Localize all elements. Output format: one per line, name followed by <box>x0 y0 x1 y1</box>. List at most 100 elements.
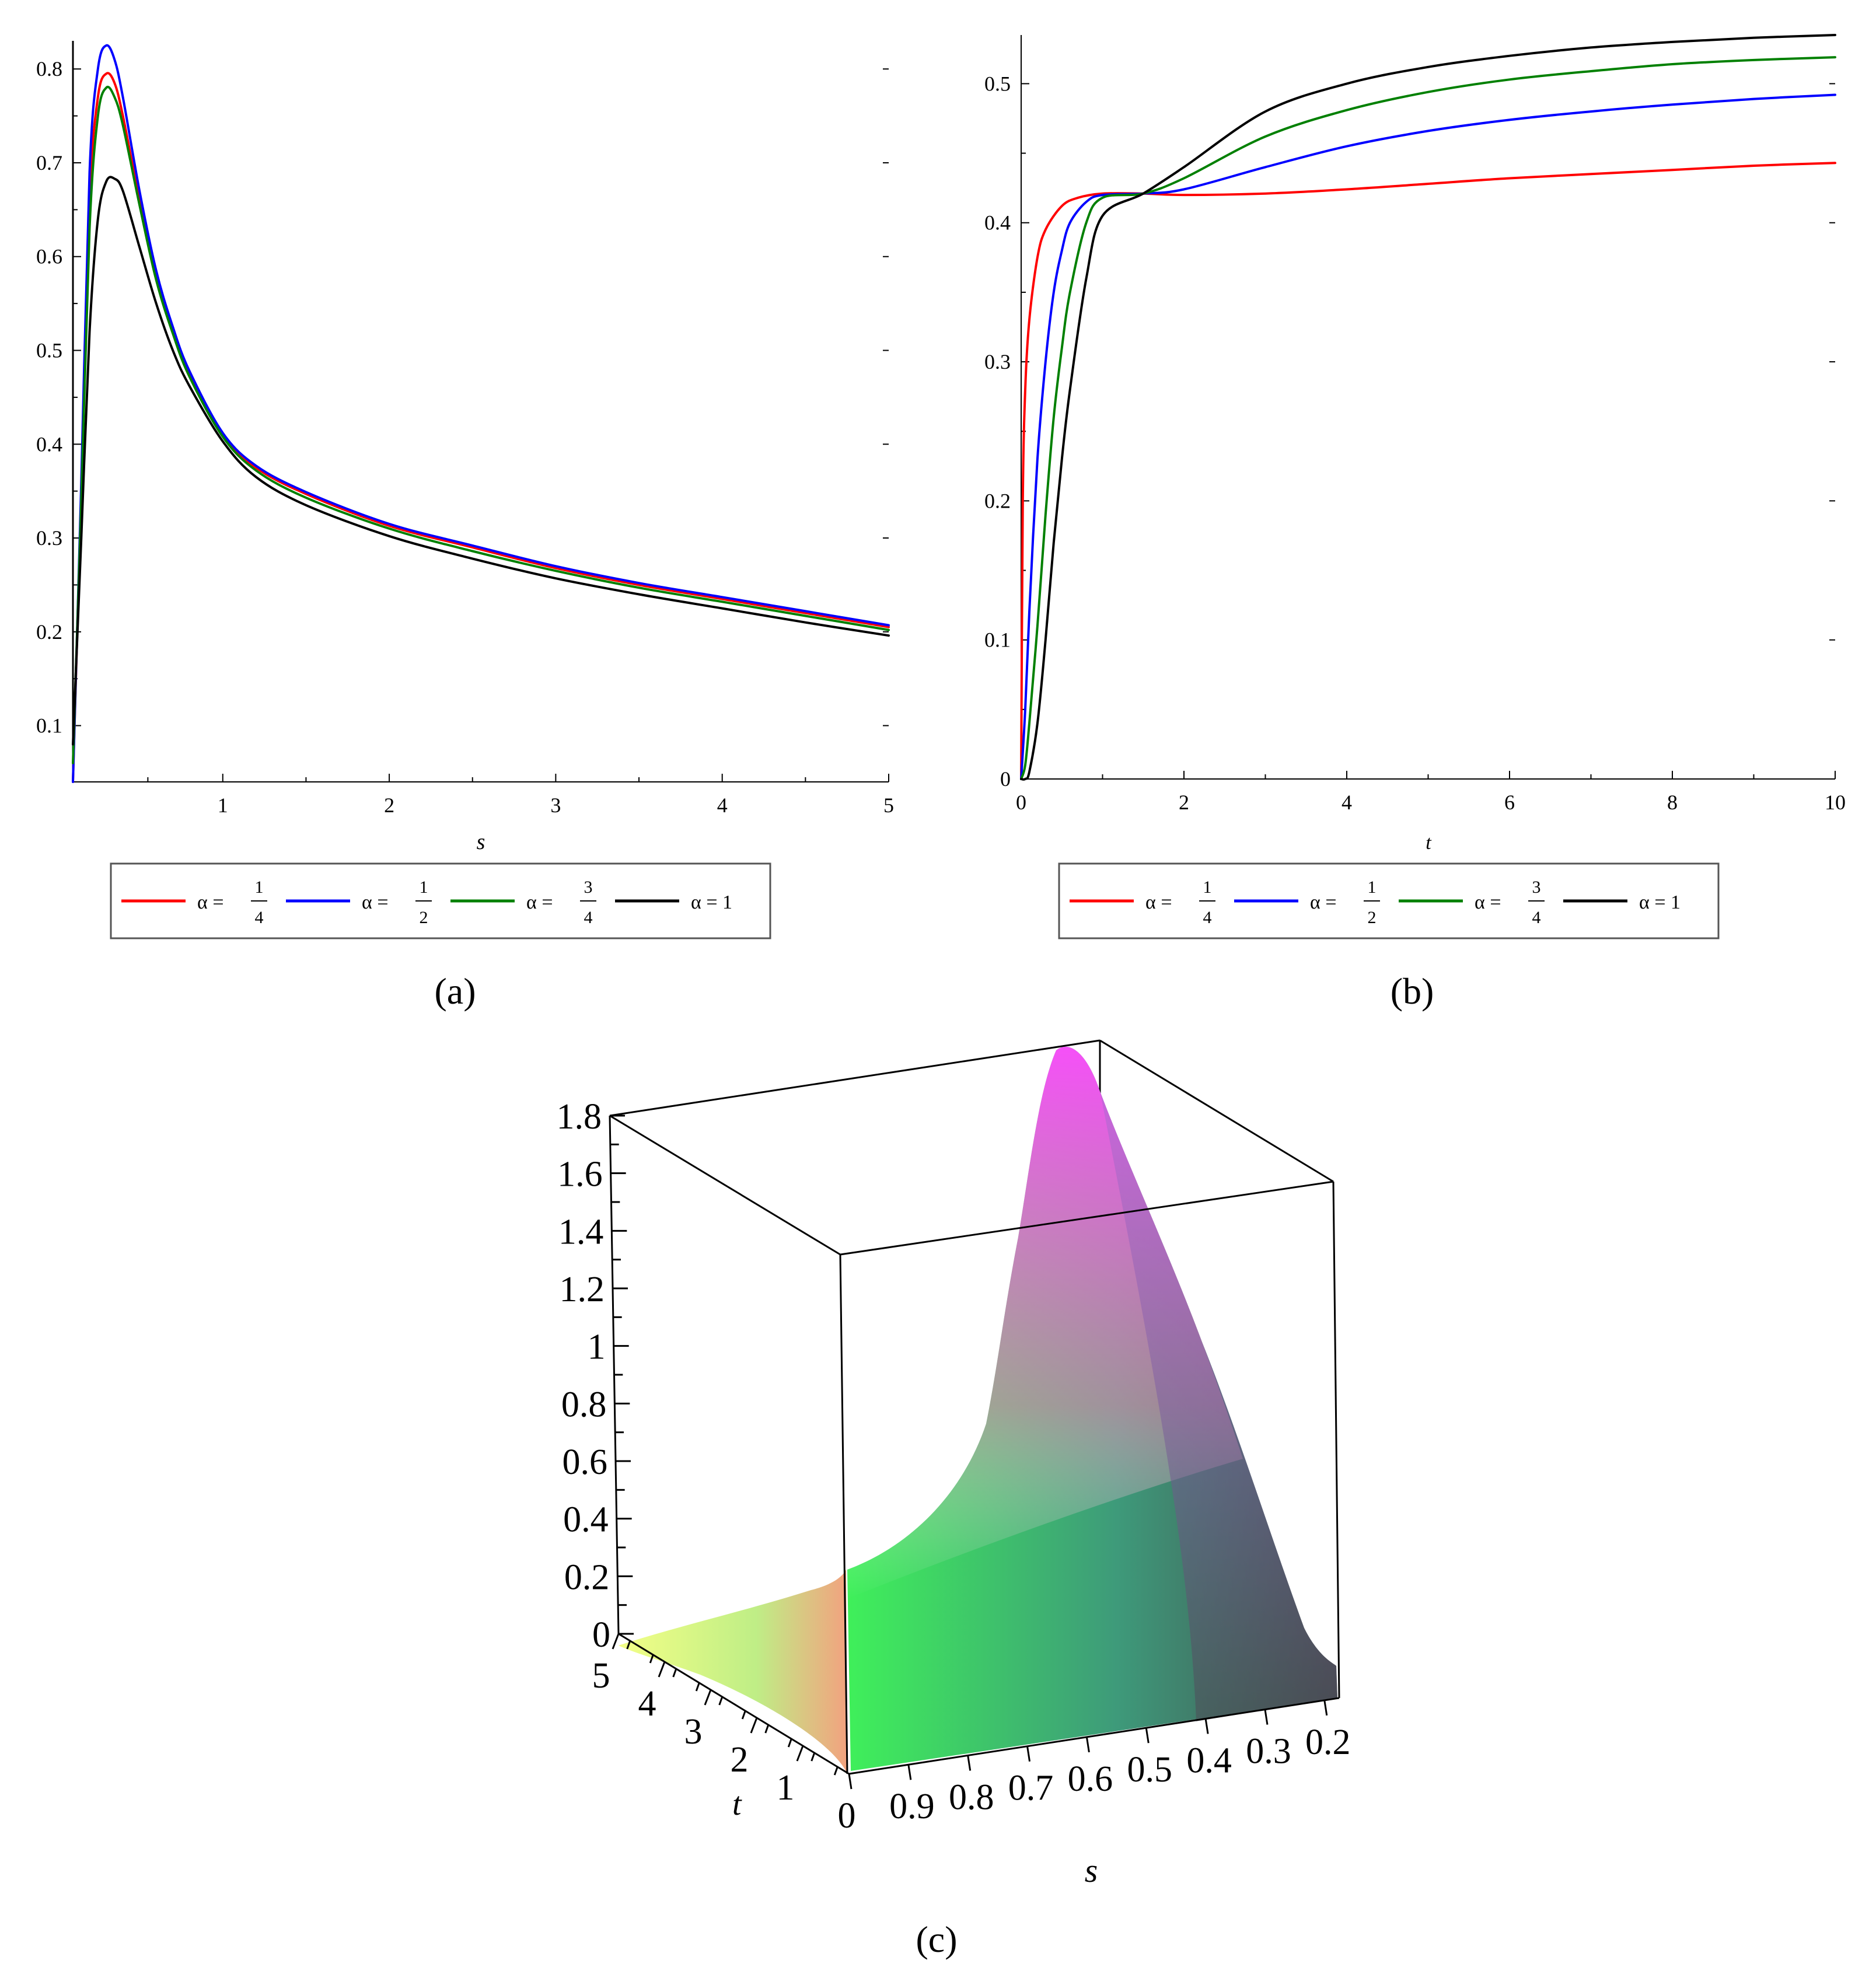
chart-c-s-tick <box>1204 1718 1209 1734</box>
chart-c-z-tick-label: 0.8 <box>561 1385 607 1424</box>
panel-label-a: (a) <box>434 970 476 1012</box>
legend-item: α = 1 2 <box>286 878 432 927</box>
chart-c-z-tick-label: 1.4 <box>558 1212 604 1252</box>
chart-c-surface <box>619 1046 1337 1774</box>
chart-a-series-line-4 <box>72 176 890 746</box>
chart-a-x-tick-label: 3 <box>550 794 561 817</box>
chart-c-t-label: t <box>732 1786 742 1822</box>
chart-b-y-tick-label: 0.4 <box>984 211 1011 235</box>
chart-a-x-tick-label: 5 <box>883 794 894 817</box>
legend-label: α = 1 <box>1639 892 1681 913</box>
chart-c-s-tick <box>967 1755 972 1771</box>
chart-b-x-tick-label: 0 <box>1016 791 1026 814</box>
chart-c-z-tick-label: 0.4 <box>563 1500 609 1540</box>
chart-c-t-tick-label: 1 <box>777 1768 795 1808</box>
chart-c-s-tick <box>848 1773 853 1790</box>
chart-c-s-tick-label: 0.9 <box>889 1787 935 1826</box>
chart-c-box-back <box>609 1039 1334 1202</box>
legend-numerator: 1 <box>1368 878 1377 897</box>
chart-a-series-line-3 <box>72 86 890 764</box>
chart-a-ticks: 0.1 0.2 0.3 0.4 0.5 0.6 0.7 0.8 1 2 3 4 5 <box>36 57 894 817</box>
chart-c-z-ticks: 0 0.2 0.4 0.6 0.8 1 1.2 1.4 1.6 1.8 <box>557 1097 634 1655</box>
chart-b-x-tick-label: 8 <box>1667 791 1678 814</box>
chart-b-y-tick-label: 0.5 <box>984 72 1011 95</box>
chart-c-z-tick-label: 1.6 <box>557 1155 603 1194</box>
chart-c-t-minor-tick <box>718 1696 724 1706</box>
chart-c-t-tick <box>704 1689 712 1706</box>
chart-b-series-line-4 <box>1020 34 1836 781</box>
chart-c-t-minor-tick <box>811 1752 816 1762</box>
chart-c-s-tick <box>1264 1709 1269 1725</box>
legend-item: α = 1 4 <box>121 878 267 927</box>
legend-denominator: 4 <box>584 908 593 927</box>
legend-item: α = 1 <box>1563 892 1681 913</box>
chart-panel-b: 0 0.1 0.2 0.3 0.4 0.5 0 2 4 6 8 10 t α = 1 4 α = 1 2 α = 3… <box>984 34 1846 1012</box>
chart-c-t-minor-tick <box>649 1654 654 1664</box>
panel-label-b: (b) <box>1391 970 1434 1012</box>
legend-item: α = 1 <box>615 892 732 913</box>
legend-denominator: 2 <box>1368 908 1377 927</box>
chart-a-y-tick-label: 0.8 <box>36 57 62 81</box>
chart-b-y-tick-label: 0 <box>1000 767 1011 791</box>
legend-denominator: 2 <box>420 908 428 927</box>
chart-c-z-tick-label: 0.6 <box>563 1442 608 1482</box>
chart-b-ticks: 0 0.1 0.2 0.3 0.4 0.5 0 2 4 6 8 10 <box>984 72 1846 814</box>
chart-c-surface-top-shade <box>847 1046 1243 1599</box>
chart-a-x-tick-label: 4 <box>717 794 728 817</box>
chart-c-s-tick <box>1145 1727 1150 1744</box>
chart-b-series-line-2 <box>1020 93 1836 780</box>
chart-a-y-tick-label: 0.2 <box>36 620 62 644</box>
chart-c-surface-back <box>619 1570 847 1774</box>
chart-c-s-tick <box>1323 1700 1328 1716</box>
chart-b-x-tick-label: 6 <box>1504 791 1515 814</box>
legend-label: α = <box>197 892 224 913</box>
legend-denominator: 4 <box>1532 908 1541 927</box>
chart-c-t-minor-tick <box>833 1766 839 1776</box>
chart-c-t-tick <box>612 1633 620 1650</box>
chart-c-t-tick-label: 4 <box>638 1684 656 1724</box>
chart-a-series <box>72 44 890 783</box>
chart-b-series-line-3 <box>1020 56 1836 780</box>
chart-b-x-tick-label: 4 <box>1342 791 1352 814</box>
chart-panel-a: 0.10.20.30.40.50.60.70.81 2 3 4 5 s α =14α =… <box>36 41 894 1012</box>
legend-label: α = <box>1310 892 1337 913</box>
legend-label: α = <box>362 892 389 913</box>
chart-c-t-minor-tick <box>741 1710 746 1720</box>
chart-c-surface-right-shade <box>1100 1091 1337 1721</box>
chart-a-y-tick-label: 0.7 <box>36 151 62 174</box>
legend-numerator: 1 <box>255 878 264 897</box>
chart-a-y-tick-label: 0.4 <box>36 432 62 456</box>
chart-c-s-label: s <box>1085 1851 1098 1889</box>
chart-c-s-tick-label: 0.8 <box>949 1777 994 1817</box>
chart-c-s-tick <box>907 1765 912 1780</box>
chart-c-box-front <box>609 1114 1340 1775</box>
chart-c-t-minor-tick <box>764 1724 770 1734</box>
legend-numerator: 1 <box>420 878 428 897</box>
chart-a-x-tick-label: 2 <box>384 794 394 817</box>
chart-c-t-minor-tick <box>787 1738 792 1748</box>
legend-numerator: 3 <box>584 878 593 897</box>
chart-c-t-minor-tick <box>626 1640 631 1650</box>
chart-b-legend: α = 1 4 α = 1 2 α = 3 4 α = 1 <box>1058 862 1720 939</box>
chart-c-s-tick-label: 0.5 <box>1127 1750 1173 1790</box>
chart-c-s-tick-label: 0.6 <box>1068 1759 1113 1799</box>
legend-label: α = <box>1145 892 1172 913</box>
chart-b-y-tick-label: 0.1 <box>984 628 1011 652</box>
panel-label-c: (c) <box>916 1919 957 1960</box>
chart-a-x-tick-label: 1 <box>218 794 228 817</box>
chart-c-t-minor-tick <box>695 1682 700 1692</box>
legend-numerator: 1 <box>1203 878 1212 897</box>
chart-b-y-tick-label: 0.2 <box>984 489 1011 512</box>
legend-item: α = 3 4 <box>1399 878 1545 927</box>
chart-c-s-tick-label: 0.7 <box>1008 1769 1054 1808</box>
chart-c-t-tick <box>796 1745 804 1762</box>
legend-label: α = 1 <box>691 892 732 913</box>
chart-a-legend: α = 1 4 α = 1 2 α = 3 4 α = 1 <box>110 862 771 939</box>
chart-c-z-tick-label: 0 <box>592 1615 610 1655</box>
chart-b-x-tick-label: 10 <box>1825 791 1846 814</box>
chart-a-y-tick-label: 0.5 <box>36 339 62 362</box>
chart-c-t-tick <box>750 1717 758 1734</box>
chart-b-x-tick-label: 2 <box>1179 791 1189 814</box>
